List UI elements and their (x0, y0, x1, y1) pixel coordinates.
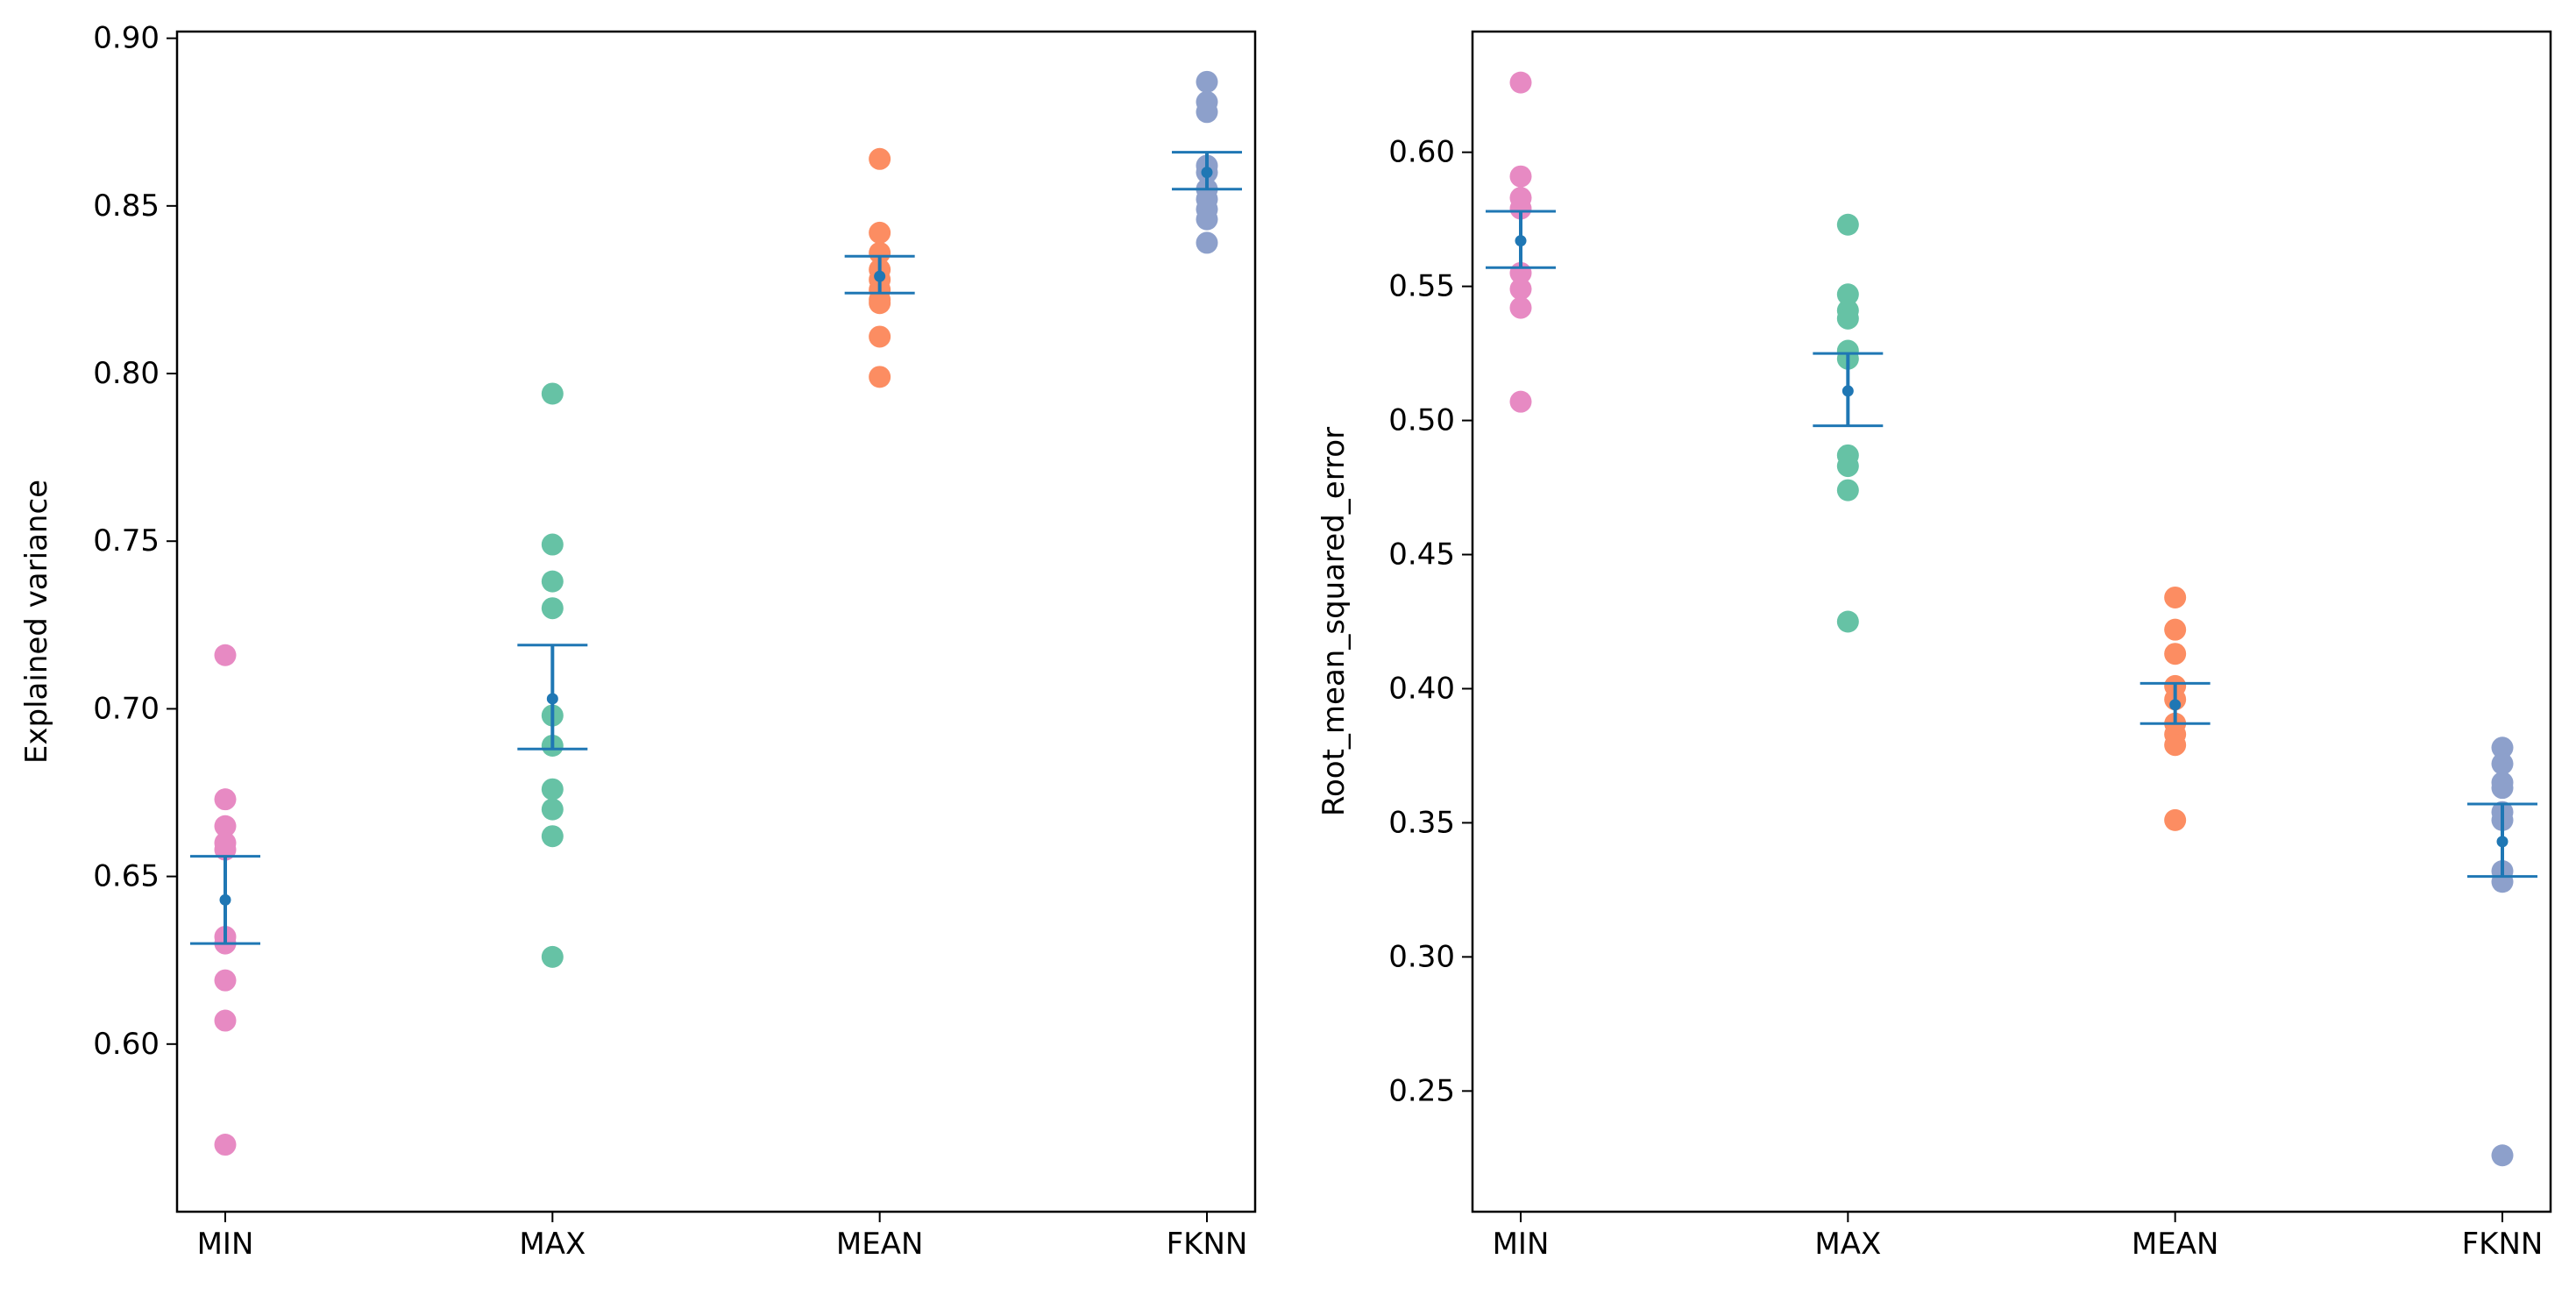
y-tick-label: 0.60 (93, 1027, 160, 1062)
y-tick-label: 0.55 (1388, 269, 1455, 304)
y-tick-label: 0.50 (1388, 403, 1455, 438)
y-axis-label: Root_mean_squared_error (1316, 427, 1352, 816)
data-point-mean (2164, 586, 2187, 608)
y-tick-label: 0.35 (1388, 805, 1455, 840)
data-point-mean (869, 325, 891, 348)
mean-marker-mean (874, 270, 886, 282)
data-point-mean (869, 221, 891, 244)
mean-marker-max (546, 693, 558, 705)
mean-marker-min (1515, 235, 1527, 247)
mean-marker-max (1842, 385, 1854, 397)
data-point-max (541, 382, 564, 405)
data-point-max (1836, 283, 1859, 306)
axes-frame (1471, 30, 2552, 1213)
y-axis-label: Explained variance (19, 480, 54, 764)
data-point-max (541, 945, 564, 968)
x-tick-label: MAX (519, 1227, 585, 1262)
mean-marker-mean (2169, 699, 2182, 711)
data-point-min (214, 644, 237, 666)
y-tick-label: 0.90 (93, 21, 160, 56)
data-point-min (214, 1009, 237, 1032)
y-tick-label: 0.25 (1388, 1073, 1455, 1108)
data-point-min (1509, 296, 1532, 319)
data-point-max (541, 597, 564, 620)
data-point-fknn (2491, 736, 2514, 759)
y-tick-label: 0.80 (93, 356, 160, 391)
data-point-fknn (1196, 208, 1218, 231)
data-point-min (214, 788, 237, 811)
x-tick-label: MAX (1814, 1227, 1881, 1262)
data-point-min (214, 969, 237, 992)
mean-marker-min (219, 893, 231, 906)
data-point-mean (869, 147, 891, 170)
x-tick-label: MEAN (836, 1227, 924, 1262)
data-point-fknn (2491, 752, 2514, 775)
data-point-max (541, 798, 564, 821)
x-tick-label: MIN (197, 1227, 254, 1262)
data-point-min (1509, 165, 1532, 188)
right-chart-panel: 0.25 0.30 0.35 0.40 0.45 0.50 0.55 0.60 MIN MAX ME… (1316, 30, 2552, 1262)
data-point-max (1836, 455, 1859, 478)
y-tick-label: 0.60 (1388, 135, 1455, 170)
data-point-fknn (1196, 70, 1218, 93)
x-tick-label: MEAN (2132, 1227, 2219, 1262)
data-point-min (1509, 278, 1532, 301)
x-tick-label: FKNN (2462, 1227, 2544, 1262)
mean-marker-fknn (1201, 167, 1213, 179)
data-point-mean (2164, 734, 2187, 757)
data-point-min (1509, 71, 1532, 94)
y-tick-label: 0.65 (93, 859, 160, 894)
data-point-min (214, 815, 237, 837)
data-point-mean (869, 366, 891, 388)
x-tick-label: FKNN (1167, 1227, 1248, 1262)
data-point-fknn (1196, 101, 1218, 124)
y-tick-label: 0.30 (1388, 939, 1455, 974)
y-tick-label: 0.75 (93, 523, 160, 559)
data-point-max (1836, 307, 1859, 330)
data-point-max (541, 778, 564, 800)
y-tick-label: 0.40 (1388, 671, 1455, 706)
axes-frame (175, 30, 1257, 1213)
data-point-mean (2164, 643, 2187, 665)
data-point-max (1836, 610, 1859, 633)
y-tick-label: 0.70 (93, 691, 160, 726)
data-point-fknn (2491, 777, 2514, 800)
y-tick-label: 0.85 (93, 189, 160, 224)
left-chart-panel: 0.60 0.65 0.70 0.75 0.80 0.85 0.90 MIN MAX MEAN FK… (19, 21, 1257, 1262)
data-point-max (541, 570, 564, 593)
data-point-min (214, 1134, 237, 1156)
x-tick-label: MIN (1493, 1227, 1550, 1262)
data-point-max (1836, 213, 1859, 236)
y-tick-label: 0.45 (1388, 537, 1455, 573)
data-point-mean (2164, 618, 2187, 641)
data-point-mean (2164, 808, 2187, 831)
data-point-mean (869, 241, 891, 264)
mean-marker-fknn (2496, 836, 2509, 848)
data-point-min (1509, 390, 1532, 413)
data-point-max (541, 533, 564, 556)
data-point-mean (869, 292, 891, 315)
data-point-max (541, 825, 564, 848)
data-point-fknn (1196, 231, 1218, 254)
data-point-max (1836, 479, 1859, 502)
data-point-fknn (2491, 1144, 2514, 1167)
data-point-min (1509, 197, 1532, 220)
